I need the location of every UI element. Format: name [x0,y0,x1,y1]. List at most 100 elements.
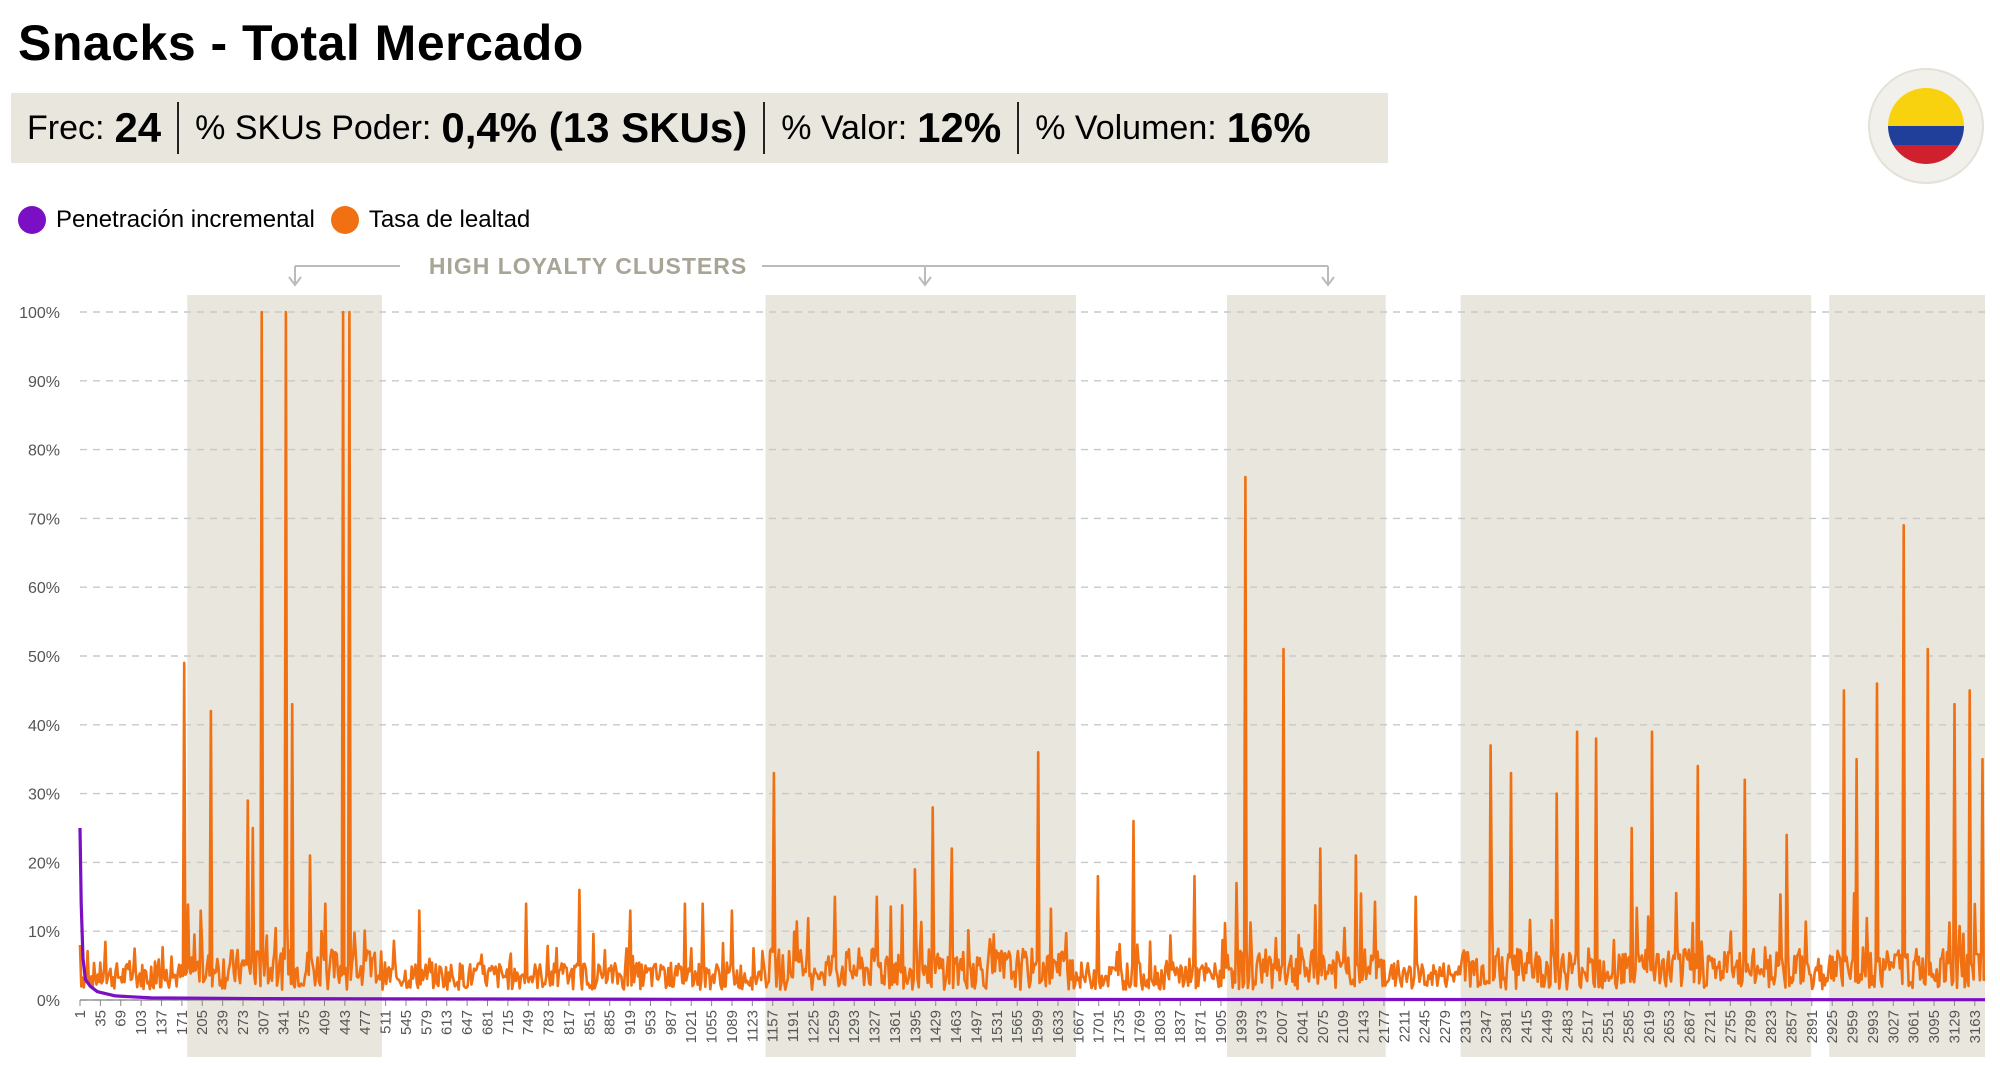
x-tick-label: 3129 [1946,1010,1963,1043]
y-tick-label: 30% [28,787,60,804]
kpi-label: % SKUs Poder: [195,108,432,147]
kpi-value: 12% [917,104,1002,151]
x-tick-label: 647 [459,1010,476,1035]
x-tick-label: 545 [398,1010,415,1035]
x-tick-label: 1293 [846,1010,863,1043]
x-tick-label: 1123 [744,1010,761,1042]
x-tick-label: 205 [194,1010,211,1035]
x-tick-label: 1259 [826,1010,843,1043]
legend-item-loyalty: Tasa de lealtad [330,206,531,234]
legend-marker-loyalty [330,206,359,234]
x-tick-label: 3061 [1906,1010,1923,1043]
y-tick-label: 100% [19,305,60,322]
x-tick-label: 2857 [1783,1010,1800,1043]
x-tick-label: 2007 [1274,1010,1291,1043]
chart-legend: Penetración incremental Tasa de lealtad [18,206,546,234]
x-tick-label: 2789 [1743,1010,1760,1043]
x-tick-label: 2925 [1824,1010,1841,1043]
legend-item-incremental: Penetración incremental [18,206,315,234]
x-tick-label: 1871 [1193,1010,1210,1043]
x-tick-label: 2619 [1641,1010,1658,1043]
x-tick-label: 69 [113,1010,130,1027]
x-tick-label: 341 [276,1010,293,1035]
y-tick-label: 40% [28,718,60,735]
x-tick-label: 1803 [1152,1010,1169,1043]
x-tick-label: 273 [235,1010,252,1035]
x-tick-label: 1565 [1009,1010,1026,1043]
x-tick-label: 3095 [1926,1010,1943,1043]
x-tick-label: 715 [500,1010,517,1035]
x-tick-label: 103 [133,1010,150,1035]
kpi-label: Frec: [27,108,105,147]
x-tick-label: 1327 [867,1010,884,1043]
kpi-value: 16% [1226,104,1311,151]
x-tick-label: 987 [663,1010,680,1035]
kpi-volumen: % Volumen: 16% [1019,102,1327,154]
x-tick-label: 681 [479,1010,496,1035]
x-tick-label: 2959 [1845,1010,1862,1043]
y-tick-label: 70% [28,511,60,528]
x-tick-label: 375 [296,1010,313,1035]
y-tick-label: 80% [28,443,60,460]
x-tick-label: 3027 [1885,1010,1902,1043]
x-tick-label: 885 [602,1010,619,1035]
cluster-arrow-icon [1321,276,1335,287]
x-tick-label: 35 [92,1010,109,1027]
kpi-frecuencia: Frec: 24 [11,102,180,154]
x-tick-label: 579 [418,1010,435,1035]
x-tick-label: 2415 [1519,1010,1536,1043]
x-tick-label: 2143 [1356,1010,1373,1043]
kpi-label: % Volumen: [1035,108,1217,147]
y-tick-label: 10% [28,924,60,941]
series-line-tasa-de-lealtad [78,310,1986,991]
kpi-bar: Frec: 24 % SKUs Poder: 0,4% (13 SKUs) % … [11,93,1388,163]
x-tick-label: 3163 [1967,1010,1984,1043]
kpi-valor: % Valor: 12% [765,102,1020,154]
legend-label: Penetración incremental [56,206,315,233]
x-tick-label: 1089 [724,1010,741,1043]
x-tick-label: 2109 [1335,1010,1352,1043]
x-tick-label: 1735 [1111,1010,1128,1043]
x-tick-label: 1633 [1050,1010,1067,1043]
x-tick-label: 1973 [1254,1010,1271,1043]
x-tick-label: 1225 [805,1010,822,1043]
x-tick-label: 137 [153,1010,170,1035]
x-tick-label: 1837 [1172,1010,1189,1043]
kpi-label: % Valor: [781,108,908,147]
x-tick-label: 2585 [1620,1010,1637,1043]
x-tick-label: 2313 [1457,1010,1474,1043]
x-tick-label: 511 [378,1010,395,1034]
legend-label: Tasa de lealtad [368,206,531,233]
x-tick-label: 851 [581,1010,598,1035]
x-tick-label: 2823 [1763,1010,1780,1043]
x-tick-label: 2483 [1559,1010,1576,1043]
x-tick-label: 1531 [989,1010,1006,1043]
y-tick-label: 20% [28,855,60,872]
x-tick-label: 2381 [1498,1010,1515,1043]
x-tick-label: 2177 [1376,1010,1393,1043]
cluster-arrow-icon [918,276,932,287]
x-tick-label: 1905 [1213,1010,1230,1043]
x-tick-label: 817 [561,1010,578,1035]
kpi-value: 24 [114,104,162,151]
kpi-value: 0,4% (13 SKUs) [441,104,748,151]
x-tick-label: 1055 [704,1010,721,1043]
x-tick-label: 1361 [887,1010,904,1043]
x-tick-label: 1599 [1030,1010,1047,1043]
x-tick-label: 749 [520,1010,537,1035]
y-tick-label: 60% [28,580,60,597]
x-tick-label: 2075 [1315,1010,1332,1043]
x-tick-label: 1191 [785,1010,802,1042]
x-tick-label: 477 [357,1010,374,1035]
x-tick-label: 239 [215,1010,232,1035]
x-tick-label: 1701 [1091,1010,1108,1043]
x-tick-label: 1667 [1070,1010,1087,1043]
x-tick-label: 919 [622,1010,639,1035]
x-tick-label: 1939 [1233,1010,1250,1043]
series-line-penetracion-incremental [78,827,1986,1002]
y-tick-label: 0% [37,993,60,1010]
x-tick-label: 2449 [1539,1010,1556,1043]
y-tick-label: 50% [28,649,60,666]
x-tick-label: 2041 [1294,1010,1311,1043]
